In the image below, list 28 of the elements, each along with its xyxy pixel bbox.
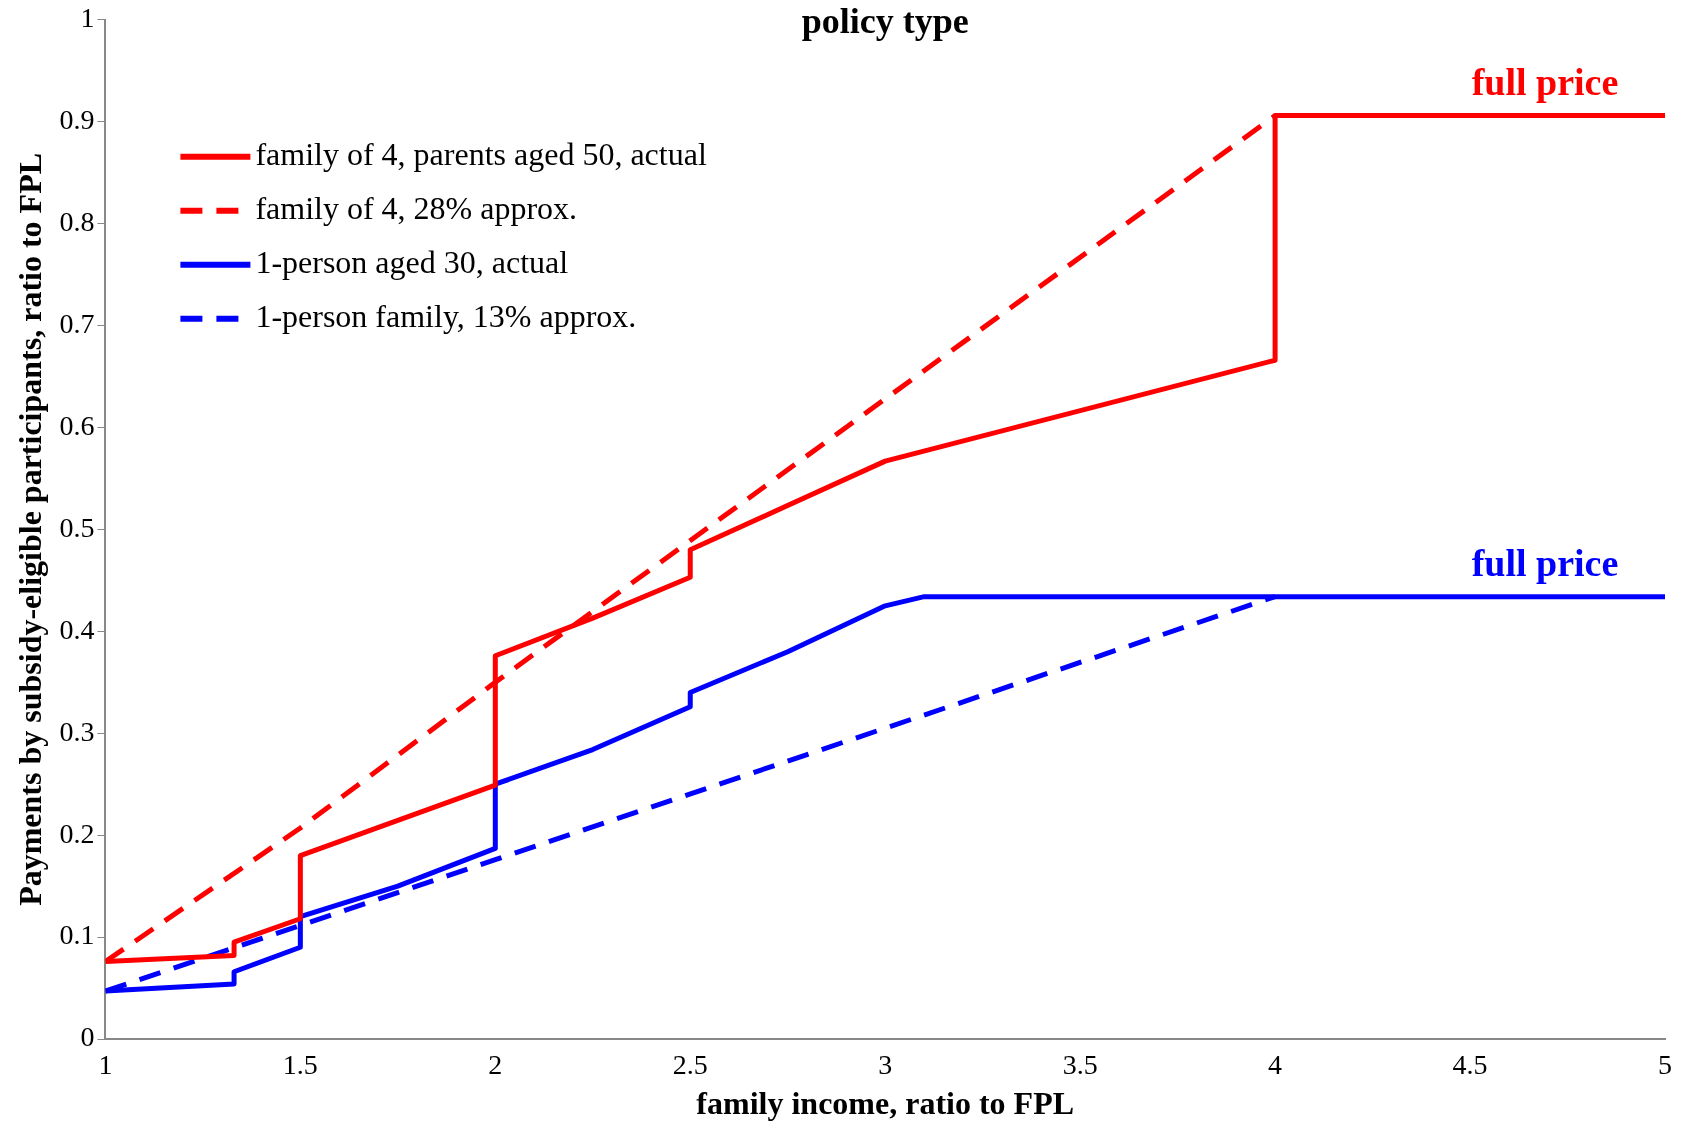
x-tick-label: 3.5 bbox=[1062, 1049, 1098, 1081]
legend-label: family of 4, parents aged 50, actual bbox=[255, 136, 707, 173]
y-tick-label: 0.1 bbox=[59, 919, 95, 951]
annotation: full price bbox=[1471, 542, 1619, 585]
x-tick-label: 2 bbox=[488, 1049, 503, 1081]
y-tick-label: 0.3 bbox=[59, 715, 95, 747]
y-axis-title: Payments by subsidy-eligible participants, ratio to FPL bbox=[12, 152, 49, 906]
legend-label: 1-person aged 30, actual bbox=[255, 244, 569, 281]
y-tick-label: 0 bbox=[80, 1021, 95, 1053]
y-tick-label: 0.4 bbox=[59, 613, 95, 645]
legend-label: family of 4, 28% approx. bbox=[255, 190, 578, 227]
x-tick-label: 3 bbox=[878, 1049, 893, 1081]
chart-title: policy type bbox=[801, 1, 969, 42]
y-tick-label: 0.5 bbox=[59, 511, 95, 543]
x-tick-label: 5 bbox=[1658, 1049, 1672, 1081]
y-tick-label: 0.6 bbox=[59, 409, 95, 441]
x-axis-title: family income, ratio to FPL bbox=[696, 1085, 1075, 1122]
annotation: full price bbox=[1471, 61, 1619, 104]
y-tick-label: 0.8 bbox=[59, 206, 95, 237]
y-tick-label: 0.2 bbox=[59, 817, 95, 849]
y-tick-label: 0.9 bbox=[59, 104, 95, 136]
y-tick-label: 1 bbox=[80, 2, 95, 34]
x-tick-label: 4 bbox=[1268, 1049, 1283, 1081]
x-tick-label: 4.5 bbox=[1452, 1049, 1488, 1081]
y-tick-label: 0.7 bbox=[59, 307, 95, 339]
x-tick-label: 2.5 bbox=[672, 1049, 708, 1081]
x-tick-label: 1.5 bbox=[282, 1049, 318, 1081]
legend-label: 1-person family, 13% approx. bbox=[255, 298, 637, 335]
